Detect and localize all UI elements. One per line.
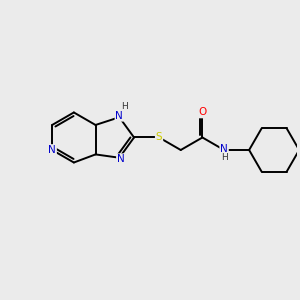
Text: S: S <box>156 133 162 142</box>
Text: H: H <box>221 153 227 162</box>
Text: N: N <box>116 111 123 121</box>
Text: O: O <box>198 107 206 118</box>
Text: N: N <box>117 154 125 164</box>
Text: H: H <box>121 101 128 110</box>
Text: N: N <box>220 143 228 154</box>
Text: N: N <box>48 145 56 155</box>
